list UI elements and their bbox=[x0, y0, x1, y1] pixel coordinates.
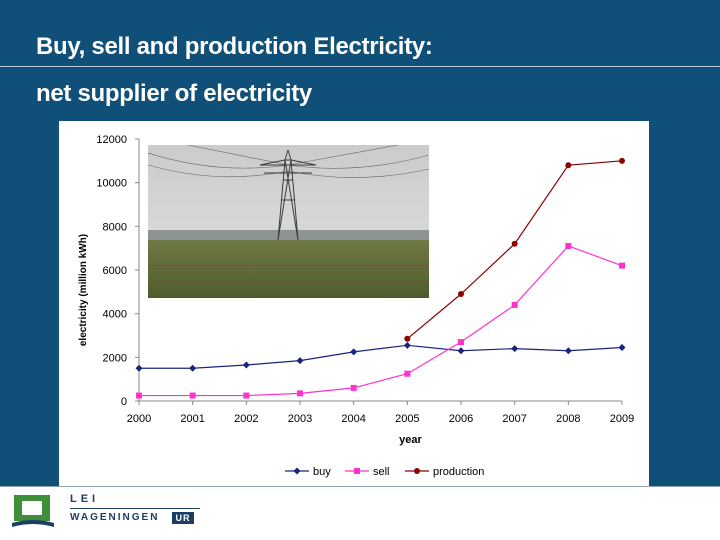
point-production bbox=[458, 291, 464, 298]
ur-badge: UR bbox=[172, 512, 194, 524]
point-production bbox=[404, 335, 411, 342]
y-tick-label: 8000 bbox=[103, 221, 127, 233]
x-tick-label: 2001 bbox=[180, 413, 204, 425]
point-production bbox=[565, 162, 572, 169]
lei-logo-icon bbox=[12, 495, 54, 527]
point-buy bbox=[135, 364, 143, 372]
point-buy bbox=[296, 357, 304, 365]
series-line-production bbox=[406, 160, 623, 340]
point-buy bbox=[242, 361, 250, 369]
point-buy bbox=[350, 348, 358, 356]
point-sell bbox=[243, 392, 250, 399]
point-sell bbox=[565, 242, 572, 249]
point-buy bbox=[189, 364, 197, 372]
point-buy bbox=[618, 344, 626, 352]
point-production bbox=[511, 240, 518, 247]
x-tick-label: 2005 bbox=[395, 413, 419, 425]
point-sell bbox=[136, 392, 142, 399]
logo-rule bbox=[70, 508, 200, 509]
y-tick-label: 6000 bbox=[103, 265, 127, 277]
pylon-photo bbox=[148, 145, 429, 298]
legend-label-sell: sell bbox=[373, 466, 390, 478]
point-sell bbox=[619, 262, 625, 269]
footer-divider bbox=[0, 486, 720, 487]
slide-title-line-1: Buy, sell and production Electricity: bbox=[36, 33, 433, 60]
series-line-buy bbox=[139, 344, 623, 369]
point-sell bbox=[458, 339, 464, 346]
x-tick-label: 2009 bbox=[610, 413, 634, 425]
legend-label-production: production bbox=[433, 466, 484, 478]
x-tick-label: 2002 bbox=[234, 413, 258, 425]
legend-marker-sell bbox=[354, 468, 360, 474]
x-tick-label: 2008 bbox=[556, 413, 580, 425]
legend-label-buy: buy bbox=[313, 466, 331, 478]
point-buy bbox=[403, 341, 411, 349]
y-tick-label: 2000 bbox=[103, 352, 127, 364]
title-divider bbox=[0, 66, 720, 67]
point-buy bbox=[511, 345, 519, 353]
wageningen-wordmark: WAGENINGEN bbox=[70, 512, 160, 523]
point-buy bbox=[564, 347, 572, 355]
y-tick-label: 12000 bbox=[96, 134, 127, 146]
y-tick-label: 0 bbox=[121, 396, 127, 408]
lei-wageningen-logo: LEI WAGENINGEN UR bbox=[8, 493, 208, 533]
point-sell bbox=[297, 390, 303, 397]
y-tick-label: 4000 bbox=[103, 309, 127, 321]
x-tick-label: 2004 bbox=[341, 413, 365, 425]
point-sell bbox=[404, 370, 411, 377]
point-buy bbox=[457, 347, 465, 355]
x-axis-title: year bbox=[399, 434, 422, 446]
legend-marker-buy bbox=[293, 467, 301, 475]
x-tick-label: 2007 bbox=[502, 413, 526, 425]
point-sell bbox=[189, 392, 196, 399]
x-tick-label: 2000 bbox=[127, 413, 151, 425]
x-tick-label: 2003 bbox=[288, 413, 312, 425]
y-tick-label: 10000 bbox=[96, 178, 127, 190]
series-line-sell bbox=[139, 245, 623, 397]
y-axis-title: electricity (million kWh) bbox=[78, 234, 89, 346]
legend-marker-production bbox=[414, 468, 420, 474]
chart-panel: 0 2000 4000 6000 8000 10000 12000 2000 2001 2002 2… bbox=[59, 121, 649, 486]
point-production bbox=[619, 157, 625, 164]
point-sell bbox=[350, 384, 357, 391]
lei-wordmark: LEI bbox=[70, 493, 100, 505]
x-tick-label: 2006 bbox=[449, 413, 473, 425]
slide-title-line-2: net supplier of electricity bbox=[36, 80, 312, 107]
point-sell bbox=[511, 301, 518, 308]
